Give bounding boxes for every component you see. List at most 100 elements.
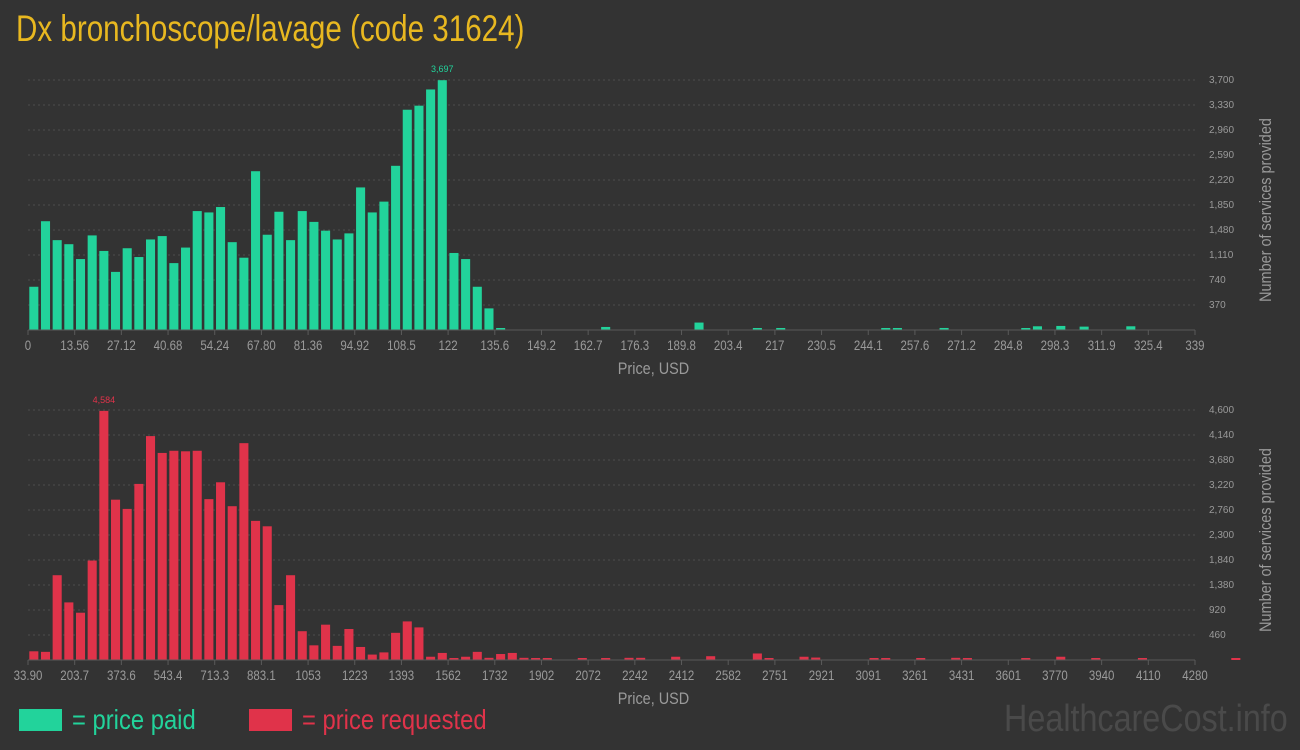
price-paid-chart: 370 740 1,110 1,480 1,850 2,220 2,590 2,960 3,33…: [25, 64, 1276, 378]
x-tick-label: 189.8: [667, 337, 696, 353]
requested-bar: [1056, 656, 1066, 660]
y-axis-title: Number of services provided: [1257, 448, 1275, 632]
x-tick-label: 284.8: [994, 337, 1023, 353]
requested-bar: [122, 508, 132, 660]
paid-bar: [426, 89, 436, 330]
paid-bar: [87, 235, 97, 330]
x-tick-label: 176.3: [620, 337, 649, 353]
x-tick-label: 1732: [482, 667, 508, 683]
peak-value-label: 3,697: [431, 64, 454, 74]
x-tick-label: 40.68: [154, 337, 183, 353]
legend-swatch-requested: [249, 709, 292, 731]
paid-bar: [297, 211, 307, 330]
requested-bar: [437, 652, 447, 660]
y-tick-label: 1,380: [1209, 580, 1234, 591]
requested-bar: [216, 482, 226, 660]
x-tick-label: 244.1: [854, 337, 883, 353]
requested-bar: [52, 575, 62, 660]
paid-bar: [1021, 328, 1031, 330]
x-tick-label: 1562: [435, 667, 461, 683]
paid-bar: [752, 328, 762, 330]
requested-bar: [367, 654, 377, 660]
requested-bar: [239, 443, 249, 660]
x-tick-label: 325.4: [1134, 337, 1163, 353]
paid-bar: [134, 257, 144, 330]
x-tick-label: 3431: [949, 667, 975, 683]
paid-bar: [939, 327, 949, 330]
requested-bar: [251, 520, 261, 660]
price-requested-chart: 460 920 1,380 1,840 2,300 2,760 3,220 3,680 4,14…: [14, 395, 1276, 708]
paid-bar: [379, 201, 389, 330]
y-tick-label: 2,300: [1209, 530, 1234, 541]
paid-bar: [99, 250, 109, 330]
paid-bar: [391, 165, 401, 330]
legend-label-paid: = price paid: [72, 704, 196, 735]
paid-bar: [227, 242, 237, 330]
paid-bar: [64, 244, 74, 330]
requested-bar: [764, 658, 774, 660]
x-tick-label: 149.2: [527, 337, 556, 353]
requested-bar: [461, 656, 471, 660]
x-tick-label: 54.24: [200, 337, 229, 353]
x-tick-label: 230.5: [807, 337, 836, 353]
x-tick-label: 135.6: [480, 337, 509, 353]
requested-bar: [204, 499, 214, 660]
x-tick-label: 3261: [902, 667, 928, 683]
requested-bar: [671, 656, 681, 660]
requested-bar: [916, 658, 926, 660]
y-tick-label: 4,600: [1209, 405, 1234, 416]
x-tick-label: 298.3: [1041, 337, 1070, 353]
y-tick-label: 3,680: [1209, 455, 1234, 466]
y-tick-label: 1,480: [1209, 225, 1234, 236]
x-tick-label: 3770: [1042, 667, 1068, 683]
y-tick-label: 3,700: [1209, 75, 1234, 86]
paid-bar: [1032, 326, 1042, 330]
x-tick-label: 4110: [1136, 667, 1161, 683]
paid-bar: [1079, 326, 1089, 330]
paid-bar: [1126, 326, 1136, 330]
requested-bar: [636, 657, 646, 660]
paid-bar: [321, 230, 331, 330]
paid-bar: [496, 328, 506, 330]
y-tick-label: 4,140: [1209, 430, 1234, 441]
requested-bar: [624, 657, 634, 660]
requested-bar: [1137, 658, 1147, 660]
paid-bar: [216, 207, 226, 330]
requested-bar: [297, 631, 307, 660]
x-tick-label: 373.6: [107, 667, 136, 683]
paid-bar: [309, 221, 319, 330]
requested-bar: [1021, 658, 1031, 660]
paid-bar: [881, 328, 891, 330]
paid-bar: [286, 240, 296, 330]
x-tick-label: 2921: [809, 667, 835, 683]
requested-bar: [145, 436, 156, 660]
paid-bar: [332, 239, 342, 330]
requested-bar: [449, 658, 459, 660]
requested-bar: [332, 645, 342, 660]
x-tick-label: 13.56: [60, 337, 89, 353]
paid-bar: [110, 271, 121, 330]
requested-bar: [472, 651, 482, 660]
requested-bar: [601, 658, 611, 660]
requested-bar: [706, 656, 716, 660]
y-tick-label: 920: [1209, 605, 1226, 616]
paid-bar: [262, 234, 272, 330]
paid-bar: [344, 233, 354, 330]
x-tick-label: 0: [25, 337, 31, 353]
requested-bar: [484, 657, 494, 660]
y-tick-label: 2,760: [1209, 505, 1234, 516]
x-tick-label: 81.36: [294, 337, 323, 353]
paid-bar: [356, 187, 366, 330]
requested-bar: [309, 645, 319, 660]
x-tick-label: 4280: [1182, 667, 1208, 683]
paid-bar: [181, 247, 191, 330]
paid-bar: [157, 236, 167, 330]
paid-bar: [192, 211, 202, 330]
paid-bar: [484, 308, 494, 330]
requested-bar: [29, 651, 39, 660]
x-tick-label: 3091: [855, 667, 881, 683]
requested-bar: [64, 602, 74, 660]
x-axis-title: Price, USD: [618, 360, 689, 378]
paid-bar: [694, 322, 704, 330]
